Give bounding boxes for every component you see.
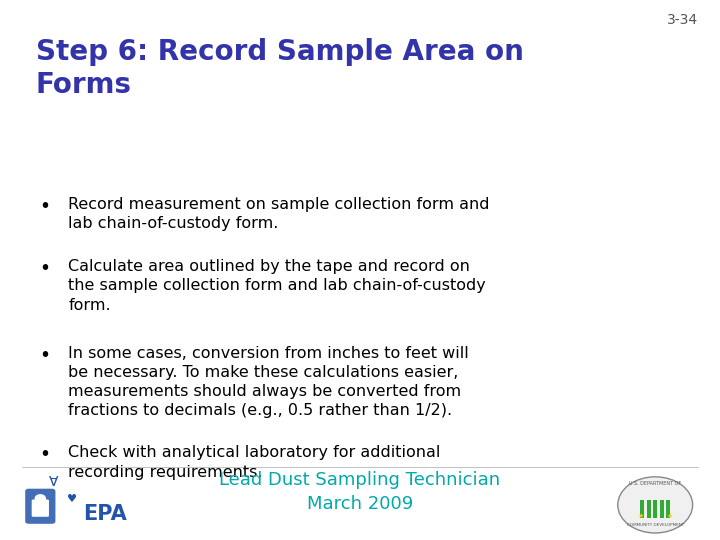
Text: ♥: ♥ [67, 495, 77, 504]
Text: In some cases, conversion from inches to feet will
be necessary. To make these c: In some cases, conversion from inches to… [68, 346, 469, 418]
Text: ★: ★ [667, 512, 672, 519]
Bar [653, 500, 657, 518]
Bar [660, 500, 664, 518]
Text: U.S. DEPARTMENT OF: U.S. DEPARTMENT OF [629, 481, 681, 486]
Text: 3-34: 3-34 [667, 14, 698, 28]
Text: Step 6: Record Sample Area on
Forms: Step 6: Record Sample Area on Forms [36, 38, 524, 99]
FancyBboxPatch shape [32, 500, 49, 517]
Bar [640, 500, 644, 518]
Circle shape [618, 477, 693, 533]
Text: ★: ★ [638, 512, 644, 519]
FancyBboxPatch shape [25, 489, 55, 524]
Text: Check with analytical laboratory for additional
recording requirements.: Check with analytical laboratory for add… [68, 446, 441, 480]
Text: Record measurement on sample collection form and
lab chain-of-custody form.: Record measurement on sample collection … [68, 197, 490, 231]
Text: •: • [40, 259, 50, 278]
Text: •: • [40, 197, 50, 216]
Text: EPA: EPA [83, 504, 127, 524]
Circle shape [35, 494, 46, 503]
Text: Calculate area outlined by the tape and record on
the sample collection form and: Calculate area outlined by the tape and … [68, 259, 486, 313]
Bar [647, 500, 651, 518]
Bar [666, 500, 670, 518]
Text: •: • [40, 446, 50, 464]
Text: Lead Dust Sampling Technician
March 2009: Lead Dust Sampling Technician March 2009 [220, 471, 500, 513]
Text: •: • [40, 346, 50, 365]
Text: Ɐ: Ɐ [49, 475, 59, 489]
Text: COMMUNITY DEVELOPMENT: COMMUNITY DEVELOPMENT [626, 523, 684, 528]
